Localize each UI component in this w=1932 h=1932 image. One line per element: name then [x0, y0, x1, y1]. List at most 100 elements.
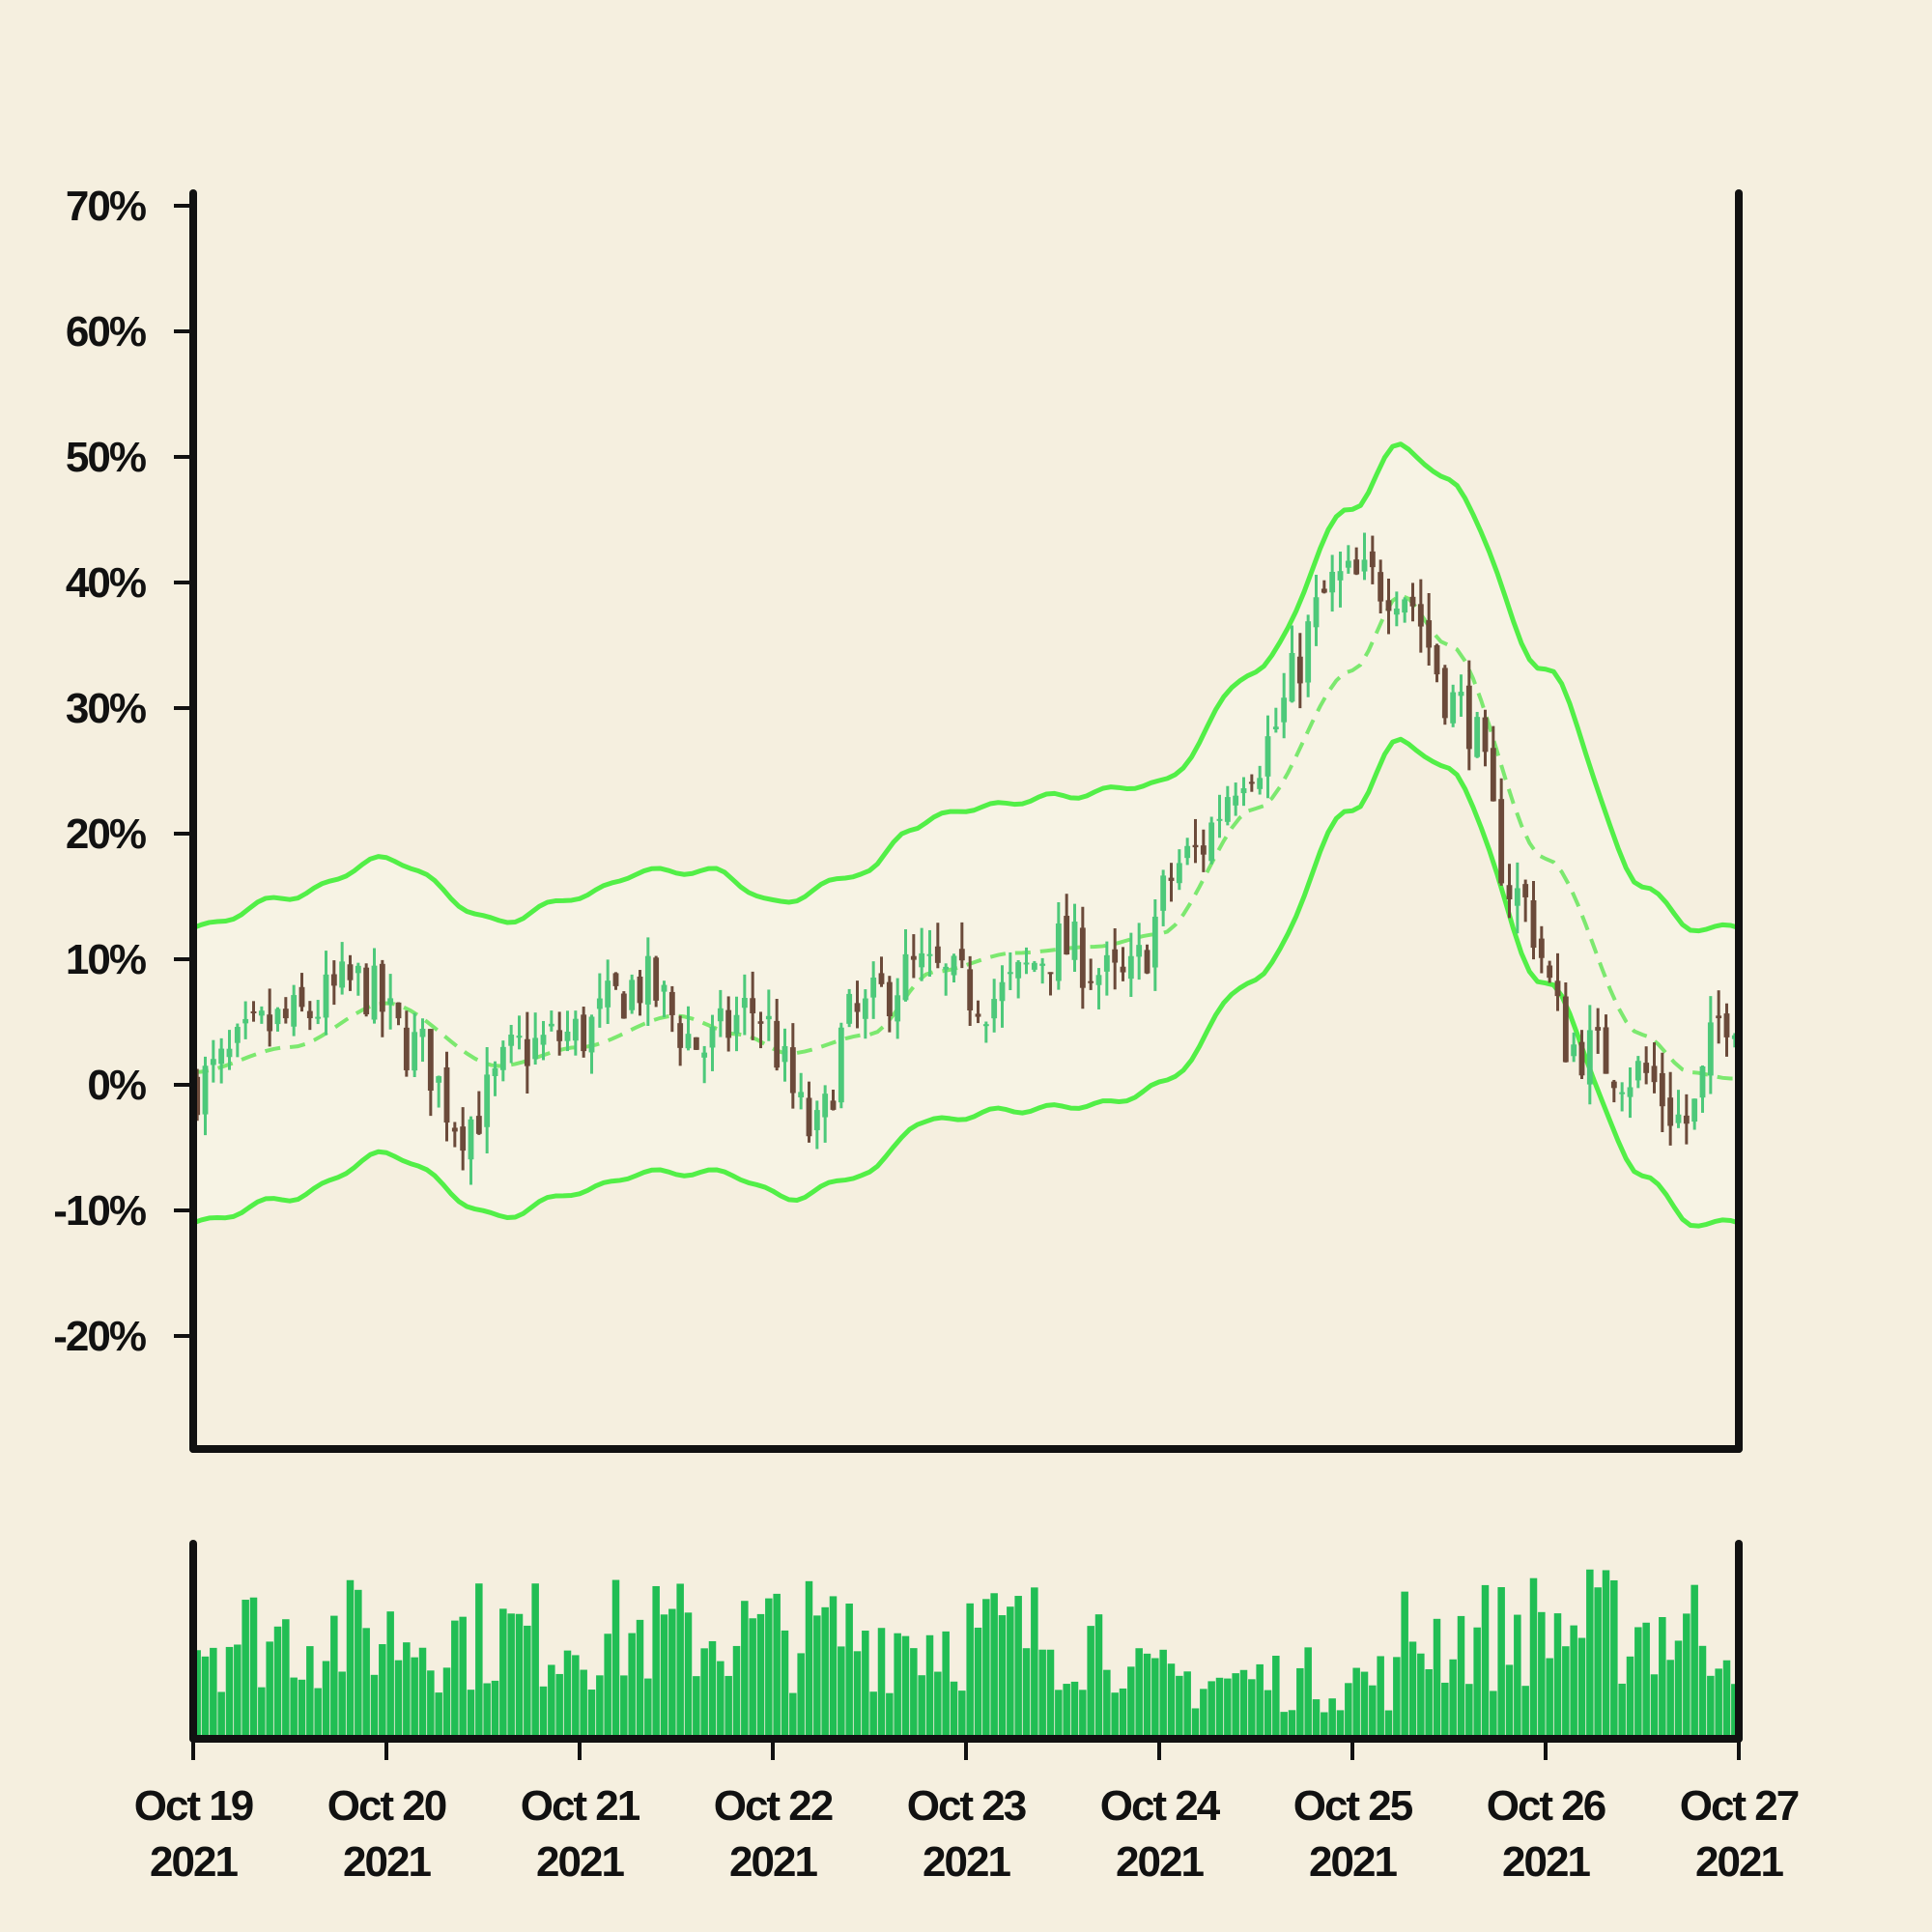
- x-tick-label-year: 2021: [1116, 1838, 1204, 1886]
- candle-body: [1337, 571, 1344, 581]
- volume-bar: [1304, 1647, 1312, 1739]
- candle-body: [499, 1046, 506, 1070]
- candle-body: [958, 949, 965, 961]
- y-tick-label: 40%: [66, 559, 146, 607]
- volume-bar: [1514, 1614, 1521, 1739]
- candle-body: [1731, 1035, 1738, 1039]
- volume-bar: [934, 1671, 942, 1739]
- candle-body: [1112, 949, 1119, 963]
- volume-bar: [1007, 1606, 1014, 1739]
- volume-bar: [531, 1583, 539, 1739]
- candle-body: [1716, 1015, 1722, 1019]
- volume-bar: [1127, 1666, 1135, 1739]
- volume-bar: [1288, 1710, 1296, 1739]
- volume-bar: [1224, 1678, 1232, 1739]
- volume-bar: [886, 1692, 894, 1739]
- candle-body: [298, 986, 305, 1008]
- volume-bar: [249, 1597, 258, 1739]
- volume-bar: [1143, 1653, 1151, 1739]
- volume-bar: [765, 1598, 773, 1739]
- candle-body: [202, 1065, 209, 1115]
- candle-body: [532, 1037, 539, 1060]
- volume-bar: [693, 1676, 700, 1739]
- volume-bar: [1111, 1692, 1119, 1739]
- volume-bar: [1280, 1712, 1288, 1739]
- candle-body: [1482, 717, 1489, 753]
- axes: [174, 189, 1743, 1760]
- candle-body: [1667, 1097, 1674, 1126]
- volume-bar: [1345, 1683, 1352, 1739]
- candle-body: [919, 952, 925, 968]
- candle-body: [902, 953, 909, 1001]
- volume-bar: [708, 1640, 717, 1739]
- volume-bar: [1264, 1690, 1272, 1739]
- volume-bar: [974, 1627, 982, 1739]
- volume-bar: [282, 1619, 290, 1739]
- volume-bar: [266, 1641, 273, 1739]
- candle-body: [1095, 975, 1102, 985]
- volume-bar: [225, 1646, 234, 1739]
- volume-bar: [611, 1579, 620, 1739]
- candle-body: [347, 964, 354, 980]
- candle-body: [1345, 560, 1351, 568]
- candle-body: [1402, 599, 1408, 613]
- candle-body: [1683, 1115, 1690, 1124]
- volume-bar: [515, 1613, 524, 1739]
- volume-bar: [1232, 1673, 1239, 1739]
- volume-bar: [1272, 1656, 1280, 1739]
- candle-body: [1586, 1030, 1593, 1085]
- candle-body: [1385, 600, 1392, 611]
- upper-band-line: [192, 441, 1740, 934]
- candle-body: [1264, 736, 1271, 777]
- volume-bar: [193, 1650, 201, 1739]
- y-tick-label: 60%: [66, 308, 146, 355]
- volume-bar: [1183, 1671, 1191, 1739]
- candle-body: [291, 995, 298, 1027]
- bollinger-bands: [192, 441, 1740, 1229]
- candle-body: [484, 1074, 491, 1127]
- volume-bar: [1055, 1690, 1063, 1739]
- volume-bar: [853, 1651, 862, 1739]
- volume-bar: [210, 1647, 217, 1739]
- candle-body: [1634, 1061, 1641, 1081]
- candle-body: [1055, 923, 1062, 981]
- volume-bar: [483, 1683, 491, 1739]
- volume-bar: [724, 1675, 732, 1739]
- volume-bar: [966, 1603, 974, 1739]
- candle-body: [1160, 875, 1167, 911]
- volume-bar: [1321, 1712, 1328, 1739]
- candle-body: [806, 1097, 812, 1137]
- volume-bar: [717, 1661, 724, 1739]
- candle-body: [830, 1100, 837, 1110]
- volume-bar: [1457, 1615, 1465, 1739]
- candle-body: [1409, 596, 1416, 607]
- candle-body: [282, 1009, 289, 1019]
- candle-body: [1007, 972, 1013, 975]
- candle-body: [443, 1066, 450, 1123]
- candle-body: [725, 1009, 732, 1038]
- volume-bar: [1626, 1656, 1634, 1739]
- candle-body: [1627, 1087, 1634, 1097]
- candle-body: [1474, 717, 1481, 757]
- candle-body: [1184, 845, 1191, 859]
- volume-bar: [1103, 1669, 1111, 1739]
- volume-bar: [1473, 1627, 1481, 1739]
- volume-bar: [346, 1579, 355, 1739]
- candle-body: [234, 1027, 241, 1043]
- candle-body: [1224, 797, 1231, 822]
- candle-body: [1120, 966, 1126, 973]
- volume-bar: [403, 1642, 411, 1739]
- volume-bar: [491, 1680, 499, 1739]
- volume-bar: [1159, 1649, 1167, 1739]
- candle-body: [1490, 748, 1496, 802]
- volume-bar: [668, 1608, 676, 1739]
- volume-bar: [1087, 1626, 1094, 1739]
- volume-bar: [604, 1634, 611, 1739]
- candle-body: [926, 953, 933, 956]
- volume-bar: [652, 1585, 660, 1739]
- volume-bar: [1022, 1648, 1031, 1739]
- volume-bar: [813, 1615, 821, 1739]
- candle-body: [637, 976, 643, 1004]
- volume-bar: [217, 1691, 225, 1739]
- volume-bar: [1722, 1660, 1731, 1739]
